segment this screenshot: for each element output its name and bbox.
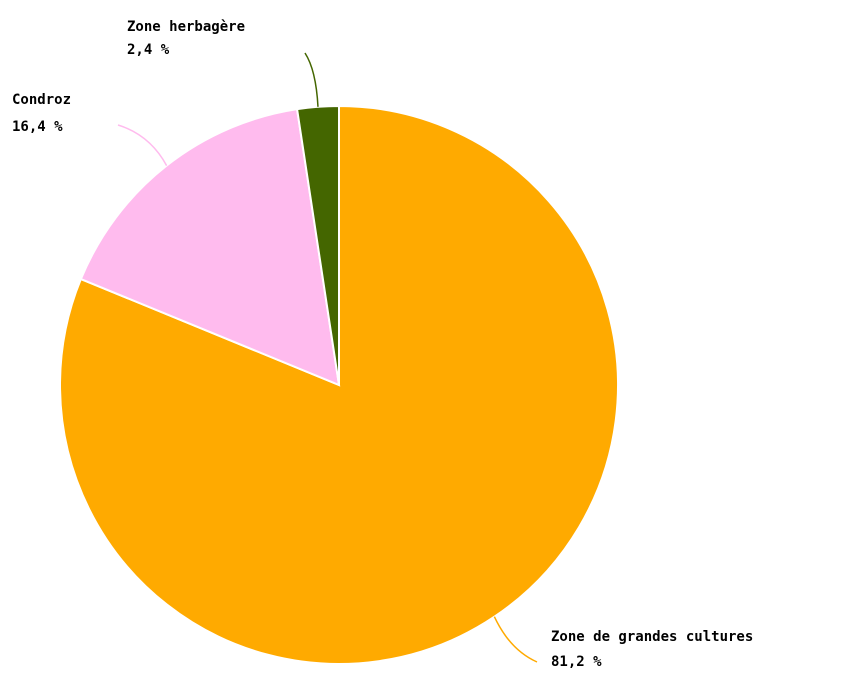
leader-line [117, 124, 168, 166]
slice-value: 2,4 % [127, 42, 170, 58]
pie-slice [59, 104, 619, 665]
slice-value: 81,2 % [551, 654, 602, 670]
slice-label: Condroz [12, 92, 71, 108]
slice-value: 16,4 % [12, 119, 63, 135]
slice-label: Zone herbagère [127, 19, 245, 35]
leader-line [304, 52, 319, 107]
pie-slice [79, 108, 341, 387]
leader-line [493, 616, 538, 663]
slice-label: Zone de grandes cultures [551, 629, 753, 645]
